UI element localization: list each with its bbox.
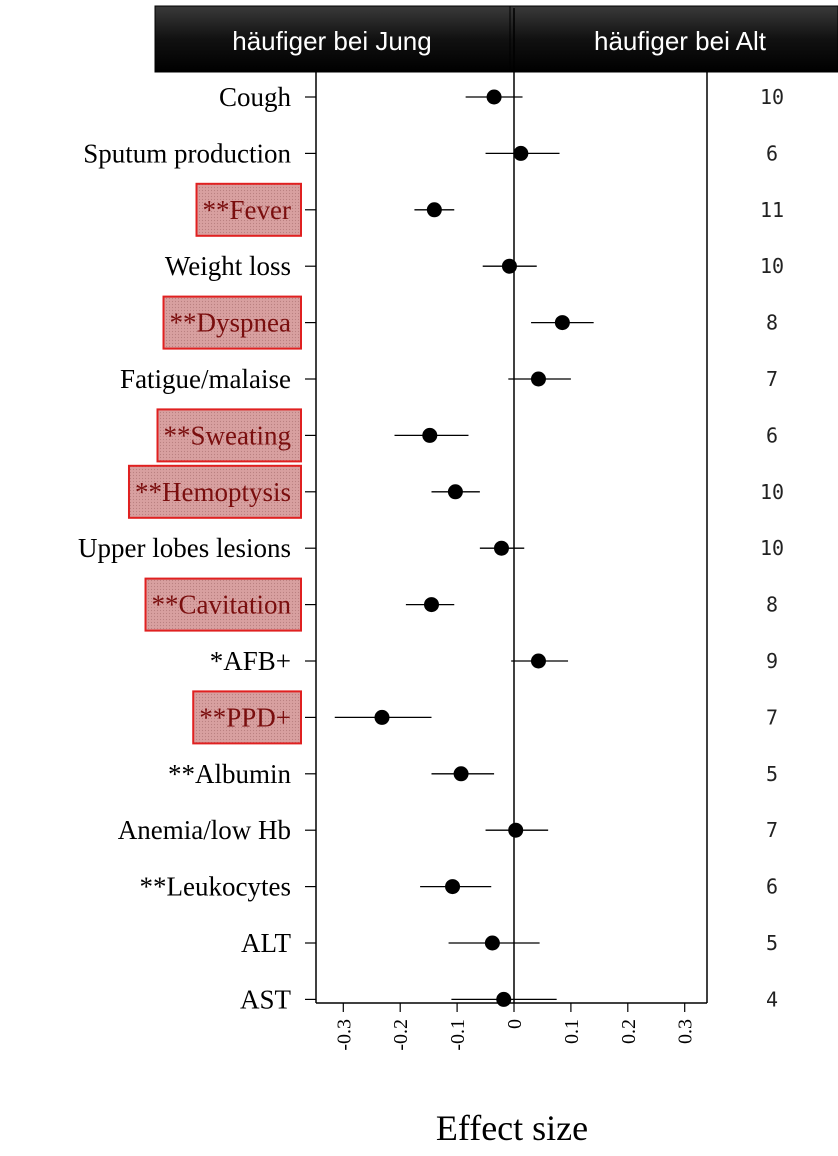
point-estimate xyxy=(374,709,390,725)
row-n-count: 4 xyxy=(766,987,778,1011)
point-estimate xyxy=(453,766,469,782)
point-estimate xyxy=(486,89,502,105)
point-estimate xyxy=(501,258,517,274)
point-estimate xyxy=(426,202,442,218)
point-estimate xyxy=(530,371,546,387)
row-label: ALT xyxy=(241,928,292,958)
highlight-box xyxy=(127,464,302,519)
row-n-count: 7 xyxy=(766,705,778,729)
row-label: **Cavitation xyxy=(152,590,292,620)
row-label: AST xyxy=(240,984,292,1014)
x-tick-label: 0.2 xyxy=(618,1019,640,1044)
row-n-count: 5 xyxy=(766,931,778,955)
point-estimate xyxy=(493,540,509,556)
x-tick-label: 0.1 xyxy=(561,1019,583,1044)
row-label: **PPD+ xyxy=(199,702,291,732)
row-label: **Albumin xyxy=(168,759,292,789)
row-label: Fatigue/malaise xyxy=(120,364,291,394)
axes: -0.3 -0.2 -0.1 0 0.1 0.2 0.3 xyxy=(305,8,707,1051)
row-n-count: 10 xyxy=(760,536,784,560)
row-n-count: 9 xyxy=(766,649,778,673)
header-left-label: häufiger bei Jung xyxy=(232,26,431,56)
row-label: **Dyspnea xyxy=(170,308,291,338)
highlight-box xyxy=(192,690,302,745)
x-axis-label: Effect size xyxy=(436,1108,588,1148)
point-estimate xyxy=(447,484,463,500)
point-estimate xyxy=(484,935,500,951)
point-estimate xyxy=(422,427,438,443)
x-tick-label: 0 xyxy=(504,1019,526,1029)
row-n-count: 6 xyxy=(766,875,778,899)
row-n-count: 7 xyxy=(766,367,778,391)
x-tick-label: -0.1 xyxy=(447,1019,469,1051)
highlight-box xyxy=(162,295,302,350)
row-n-count: 5 xyxy=(766,762,778,786)
row-n-count: 10 xyxy=(760,85,784,109)
highlight-box xyxy=(156,408,302,463)
row-label: Upper lobes lesions xyxy=(78,533,291,563)
header-banner: häufiger bei Jung häufiger bei Alt xyxy=(154,5,838,73)
row-label: **Fever xyxy=(203,195,291,225)
row-label: **Hemoptysis xyxy=(135,477,291,507)
x-tick-label: -0.2 xyxy=(390,1019,412,1051)
row-label: Weight loss xyxy=(165,251,291,281)
row-n-count: 6 xyxy=(766,423,778,447)
point-estimate xyxy=(530,653,546,669)
row-n-count: 10 xyxy=(760,480,784,504)
x-tick-label: -0.3 xyxy=(333,1019,355,1051)
header-left-box xyxy=(154,5,511,73)
row-label: Anemia/low Hb xyxy=(118,815,291,845)
point-estimate xyxy=(423,597,439,613)
plot-rows: Cough 10 Sputum production 6 **Fever 11 Weight… xyxy=(78,82,784,1014)
highlight-box xyxy=(144,577,302,632)
row-label: Cough xyxy=(219,82,292,112)
row-n-count: 7 xyxy=(766,818,778,842)
point-estimate xyxy=(554,315,570,331)
row-label: *AFB+ xyxy=(210,646,291,676)
row-n-count: 8 xyxy=(766,593,778,617)
point-estimate xyxy=(513,145,529,161)
highlight-boxes xyxy=(127,182,302,745)
row-label: **Sweating xyxy=(164,420,292,450)
header-right-box xyxy=(509,5,838,73)
row-label: Sputum production xyxy=(83,138,291,168)
row-n-count: 6 xyxy=(766,141,778,165)
row-n-count: 11 xyxy=(760,198,784,222)
row-label: **Leukocytes xyxy=(140,872,291,902)
highlight-box xyxy=(195,182,302,237)
header-right-label: häufiger bei Alt xyxy=(594,26,767,56)
row-n-count: 10 xyxy=(760,254,784,278)
point-estimate xyxy=(508,822,524,838)
row-n-count: 8 xyxy=(766,311,778,335)
point-estimate xyxy=(496,991,512,1007)
point-estimate xyxy=(445,879,461,895)
x-tick-label: 0.3 xyxy=(675,1019,697,1044)
